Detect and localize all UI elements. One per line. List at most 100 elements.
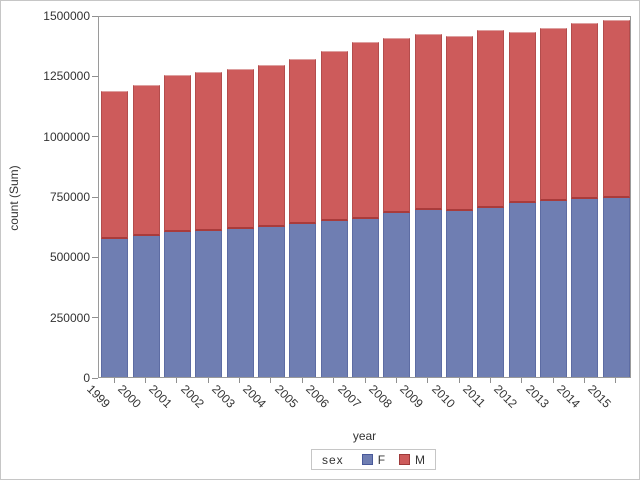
- x-tick-label-2011: 2011: [460, 382, 489, 411]
- x-tick-label-1999: 1999: [83, 382, 113, 411]
- x-axis-title: year: [352, 429, 377, 443]
- x-tick-mark-2011: [489, 378, 491, 383]
- y-tick-label-750000: 750000: [49, 190, 90, 204]
- y-tick-mark-250000: [92, 317, 98, 319]
- bar-2012-M-segment: [508, 31, 536, 204]
- bar-2008-F-segment: [383, 213, 411, 377]
- bar-2001-F-segment: [163, 231, 191, 377]
- x-tick-mark-2009: [427, 378, 429, 383]
- legend-swatch-F: [361, 454, 373, 465]
- x-tick-mark-2005: [301, 378, 303, 383]
- bar-2006-M-segment: [320, 51, 348, 222]
- x-tick-label-2013: 2013: [522, 382, 552, 411]
- bar-1999-M-segment: [101, 91, 129, 239]
- bar-2014-F-segment: [571, 199, 599, 377]
- y-tick-mark-0: [92, 377, 98, 379]
- x-tick-mark-2006: [333, 378, 335, 383]
- x-tick-mark-2015: [615, 378, 617, 383]
- x-tick-mark-2010: [458, 378, 460, 383]
- x-tick-label-2008: 2008: [365, 382, 395, 411]
- y-tick-label-500000: 500000: [49, 250, 90, 265]
- bar-2000: [132, 84, 160, 377]
- bar-2014-M-segment: [571, 22, 599, 200]
- x-tick-mark-2003: [239, 378, 241, 383]
- bar-2015-M-segment: [602, 20, 630, 198]
- x-tick-mark-2004: [270, 378, 272, 383]
- bar-2004-M-segment: [257, 65, 285, 228]
- x-tick-mark-2000: [145, 378, 147, 383]
- bar-2005-M-segment: [289, 58, 317, 225]
- bar-2006: [320, 51, 348, 377]
- x-tick-mark-2008: [395, 378, 397, 383]
- bar-2012-F-segment: [508, 203, 536, 377]
- y-tick-label-1250000: 1250000: [43, 69, 90, 84]
- bar-2011: [477, 30, 505, 377]
- bar-2002-F-segment: [195, 230, 223, 377]
- x-tick-mark-2012: [521, 378, 523, 383]
- bar-2006-F-segment: [320, 221, 348, 377]
- bar-1999: [101, 91, 129, 377]
- bar-2009: [414, 33, 442, 377]
- y-tick-mark-1000000: [92, 136, 98, 138]
- y-tick-mark-1500000: [92, 15, 98, 17]
- bar-2002: [195, 72, 223, 377]
- bar-2003: [226, 68, 254, 377]
- x-tick-mark-2002: [207, 378, 209, 383]
- bar-2004-F-segment: [257, 227, 285, 377]
- x-tick-mark-2007: [364, 378, 366, 383]
- legend-entry-F: F: [361, 452, 386, 467]
- bar-2015-F-segment: [602, 197, 630, 377]
- bar-2002-M-segment: [195, 72, 223, 231]
- x-tick-label-2014: 2014: [554, 382, 583, 411]
- y-tick-label-250000: 250000: [49, 310, 90, 325]
- bar-2011-M-segment: [477, 30, 505, 208]
- x-tick-mark-2014: [583, 378, 585, 383]
- legend-swatch-M: [399, 454, 411, 465]
- bar-2001: [163, 75, 191, 377]
- bar-2003-M-segment: [226, 68, 254, 230]
- bar-1999-F-segment: [101, 238, 129, 377]
- legend-label-M: M: [415, 452, 426, 467]
- bar-2000-F-segment: [132, 236, 160, 377]
- legend-label-F: F: [377, 452, 386, 467]
- x-tick-label-2009: 2009: [397, 382, 427, 411]
- bar-2015: [602, 20, 630, 377]
- bar-2013-F-segment: [540, 201, 568, 377]
- bar-2007-F-segment: [352, 218, 379, 377]
- x-tick-mark-1999: [113, 378, 115, 383]
- bar-2005: [289, 58, 317, 377]
- bar-2008-M-segment: [383, 37, 411, 214]
- x-tick-label-2012: 2012: [491, 382, 521, 411]
- bar-2009-M-segment: [414, 33, 442, 210]
- y-tick-label-0: 0: [83, 371, 90, 385]
- x-tick-label-2005: 2005: [271, 382, 301, 411]
- bar-2007: [352, 42, 379, 377]
- bar-2012: [508, 31, 536, 377]
- legend-title: sex: [322, 452, 344, 467]
- x-tick-label-2003: 2003: [209, 382, 238, 411]
- bar-2001-M-segment: [163, 75, 191, 232]
- bar-2010-M-segment: [446, 35, 474, 211]
- bar-2013-M-segment: [540, 27, 568, 202]
- bar-2004: [257, 65, 285, 377]
- bar-2011-F-segment: [477, 207, 505, 377]
- x-tick-label-2006: 2006: [303, 382, 333, 411]
- y-tick-mark-500000: [92, 256, 98, 258]
- x-tick-label-2001: 2001: [146, 382, 176, 411]
- bar-2003-F-segment: [226, 229, 254, 377]
- bar-2010: [446, 35, 474, 377]
- bar-2005-F-segment: [289, 224, 317, 377]
- x-tick-label-2004: 2004: [240, 382, 270, 411]
- plot-area: [98, 16, 631, 378]
- x-tick-label-2010: 2010: [428, 382, 458, 411]
- bar-2014: [571, 22, 599, 377]
- bar-2008: [383, 37, 411, 377]
- bar-2007-M-segment: [352, 42, 379, 219]
- y-tick-label-1000000: 1000000: [43, 129, 90, 144]
- bar-2000-M-segment: [132, 84, 160, 237]
- bar-2013: [540, 27, 568, 377]
- legend-entry-M: M: [399, 453, 425, 467]
- x-tick-mark-2013: [552, 378, 554, 383]
